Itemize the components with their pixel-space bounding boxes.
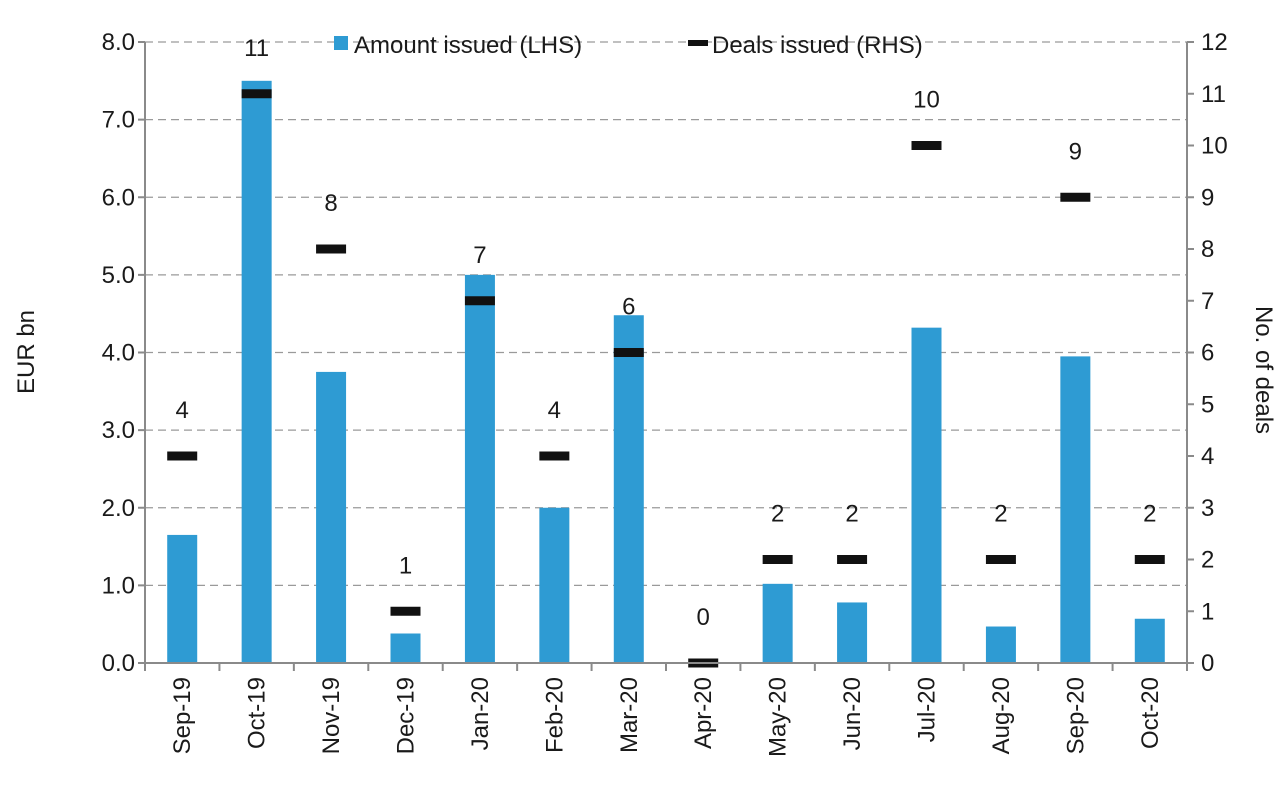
x-tick-label: May-20 [765,677,792,757]
bar [837,602,868,663]
y2-tick-label: 10 [1201,133,1228,160]
y2-tick-label: 4 [1201,443,1214,470]
x-tick-label: Dec-19 [393,677,420,754]
deal-data-label: 7 [473,242,486,269]
deal-marker [911,141,942,150]
deal-marker [167,451,198,461]
deal-marker [985,555,1016,564]
y-tick-label: 4.0 [102,340,135,367]
axes [138,41,1194,671]
deal-marker [1134,555,1165,564]
x-tick-label: Mar-20 [616,677,643,753]
bar [911,327,942,663]
deal-data-label: 0 [697,604,710,631]
bar [464,274,495,663]
x-tick-label: Oct-19 [244,677,271,749]
y2-tick-label: 1 [1201,598,1214,625]
deal-data-label: 2 [771,501,784,528]
y-tick-label: 1.0 [102,572,135,599]
bar [316,371,347,663]
y-tick-label: 7.0 [102,107,135,134]
y2-tick-label: 11 [1201,81,1226,108]
y-tick-label: 3.0 [102,417,135,444]
deal-data-label: 8 [324,190,337,217]
x-tick-label: Jan-20 [467,677,494,750]
x-tick-label: Oct-20 [1137,677,1164,749]
bar [1060,356,1091,663]
y2-tick-label: 9 [1201,184,1214,211]
deal-marker [241,89,272,99]
y-tick-label: 0.0 [102,650,135,677]
deal-marker [1060,192,1091,202]
deal-marker [613,348,644,357]
bar [613,315,644,663]
x-tick-label: Jun-20 [839,677,866,750]
deal-data-label: 2 [1143,501,1156,528]
deal-marker [390,606,421,616]
deal-data-label: 11 [244,35,269,62]
legend-swatch-amount [334,36,348,50]
legend: Amount issued (LHS) Deals issued (RHS) [334,32,923,59]
y2-tick-label: 7 [1201,288,1214,315]
x-tick-label: Jul-20 [914,677,941,742]
y2-tick-label: 8 [1201,236,1214,263]
y2-axis-title: No. of deals [1250,306,1277,434]
deal-data-label: 2 [845,501,858,528]
deal-marker [539,451,570,461]
y2-tick-label: 2 [1201,547,1214,574]
deal-data-label: 2 [994,501,1007,528]
deal-data-label: 10 [913,87,940,114]
legend-label-deals: Deals issued (RHS) [712,32,923,59]
y2-tick-label: 6 [1201,340,1214,367]
y-tick-label: 2.0 [102,495,135,522]
deal-marker [316,244,347,254]
x-tick-label: Nov-19 [318,677,345,754]
x-tick-label: Aug-20 [988,677,1015,754]
y-tick-label: 8.0 [102,29,135,56]
x-tick-label: Sep-20 [1062,677,1089,754]
deal-data-label: 9 [1069,138,1082,165]
bar [762,583,793,663]
deal-data-label: 4 [176,397,189,424]
y2-tick-label: 12 [1201,29,1228,56]
y-tick-label: 6.0 [102,184,135,211]
legend-swatch-deals [688,40,708,46]
bar [1134,618,1165,663]
x-tick-label: Apr-20 [690,677,717,749]
tick-labels: 0.01.02.03.04.05.06.07.08.00123456789101… [102,29,1228,757]
x-tick-label: Feb-20 [541,677,568,753]
bar [241,80,272,663]
x-tick-label: Sep-19 [169,677,196,754]
y-axis-title: EUR bn [13,310,40,394]
deal-marker [464,296,495,306]
y2-tick-label: 0 [1201,650,1214,677]
y-tick-label: 5.0 [102,262,135,289]
deal-marker [762,555,793,564]
data-labels: 4 11 8 1 7 4 6 0 2 2 10 2 9 2 [176,35,1157,631]
deal-marker [837,555,868,564]
bar [167,534,198,663]
bar [985,626,1016,663]
deal-data-label: 1 [399,552,412,579]
y2-tick-label: 3 [1201,495,1214,522]
legend-label-amount: Amount issued (LHS) [354,32,582,59]
y2-tick-label: 5 [1201,391,1214,418]
deal-data-label: 6 [622,294,635,321]
gridlines [145,41,1187,586]
bar [390,633,421,663]
bar [539,507,570,663]
deal-data-label: 4 [548,397,561,424]
bar-series [167,80,1165,663]
